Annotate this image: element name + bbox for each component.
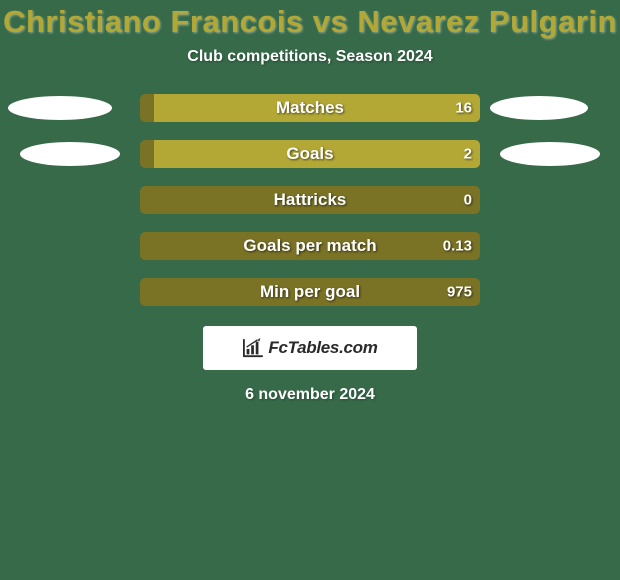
stat-label: Hattricks [274, 190, 347, 210]
stat-row: Min per goal 975 [0, 278, 620, 306]
subtitle: Club competitions, Season 2024 [187, 48, 432, 66]
stat-label: Goals per match [243, 236, 376, 256]
stat-bar: Min per goal 975 [140, 278, 480, 306]
stat-value-right: 16 [455, 100, 472, 117]
stat-row: Hattricks 0 [0, 186, 620, 214]
stat-label: Goals [286, 144, 333, 164]
date-text: 6 november 2024 [245, 386, 375, 404]
stat-value-right: 0.13 [443, 238, 472, 255]
stat-value-right: 0 [464, 192, 472, 209]
page-title: Christiano Francois vs Nevarez Pulgarin [3, 4, 617, 40]
bar-chart-icon [242, 338, 264, 358]
logo-box: FcTables.com [203, 326, 417, 370]
decorative-ellipse [8, 96, 112, 120]
decorative-ellipse [20, 142, 120, 166]
stat-row: Goals per match 0.13 [0, 232, 620, 260]
decorative-ellipse [500, 142, 600, 166]
stat-label: Min per goal [260, 282, 360, 302]
logo-text: FcTables.com [268, 338, 377, 358]
stat-value-right: 975 [447, 284, 472, 301]
stat-value-right: 2 [464, 146, 472, 163]
stat-bar: Matches 16 [140, 94, 480, 122]
infographic-container: Christiano Francois vs Nevarez Pulgarin … [0, 0, 620, 580]
stat-bar: Goals per match 0.13 [140, 232, 480, 260]
stat-label: Matches [276, 98, 344, 118]
stats-area: Matches 16 Goals 2 Hattricks 0 Goals per match… [0, 94, 620, 306]
stat-bar: Goals 2 [140, 140, 480, 168]
decorative-ellipse [490, 96, 588, 120]
stat-bar: Hattricks 0 [140, 186, 480, 214]
